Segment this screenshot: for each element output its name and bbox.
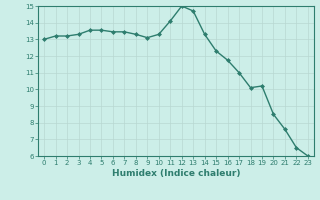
X-axis label: Humidex (Indice chaleur): Humidex (Indice chaleur) — [112, 169, 240, 178]
